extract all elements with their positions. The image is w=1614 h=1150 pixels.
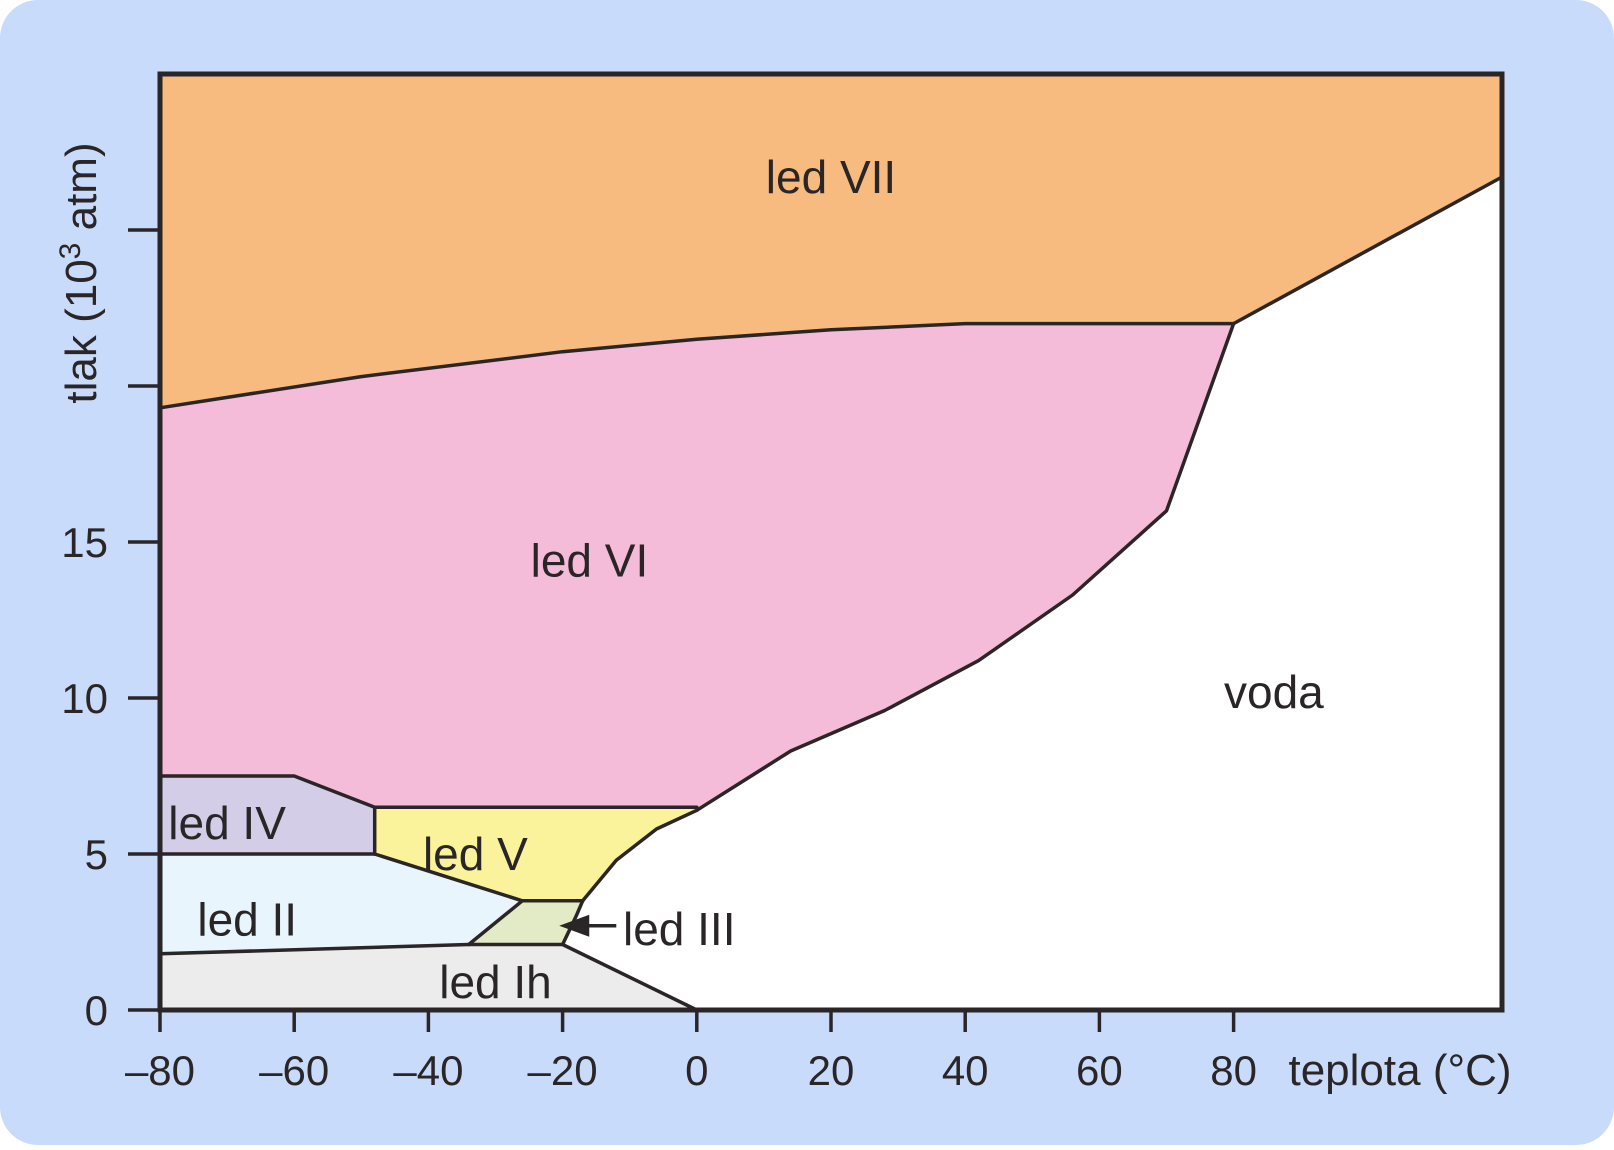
y-axis-title-suffix: atm) — [57, 142, 106, 242]
boundary-ice-VI-melt — [695, 321, 1236, 813]
boundary-ice-V-melt — [580, 808, 699, 903]
region-fill-led-III — [468, 900, 583, 945]
x-tick-label: –40 — [393, 1047, 463, 1094]
boundary-ice-II-III — [466, 899, 525, 947]
region-label-led-IV: led IV — [168, 797, 286, 849]
x-tick-label: 60 — [1076, 1047, 1123, 1094]
region-fill-led-VII — [160, 74, 1502, 408]
boundary-ice-VI-bottom — [158, 774, 699, 809]
boundary-ice-III-melt — [560, 899, 585, 947]
y-axis-title-superscript: 3 — [54, 243, 87, 260]
phase-region-fills — [160, 74, 1502, 1010]
x-axis-title: teplota (°C) — [1288, 1046, 1511, 1095]
region-fill-led-Ih — [160, 944, 697, 1010]
x-tick-label: –60 — [259, 1047, 329, 1094]
axis-ticks: –80 –60 –40 –20 0 20 40 60 80 0 5 10 15 — [61, 228, 1257, 1094]
x-tick-label: 40 — [942, 1047, 989, 1094]
region-label-led-III: led III — [623, 903, 736, 955]
region-fill-led-VI — [160, 323, 1234, 811]
callout-arrow-head — [559, 914, 590, 937]
region-fill-led-V — [374, 807, 697, 901]
region-label-led-Ih: led Ih — [439, 956, 552, 1008]
phase-boundary-lines — [158, 175, 1504, 1012]
y-axis-title-prefix: tlak (10 — [57, 259, 106, 403]
x-tick-label: 20 — [808, 1047, 855, 1094]
region-label-led-VII: led VII — [766, 151, 896, 203]
y-axis-title: tlak (103 atm) — [54, 142, 106, 403]
y-tick-label: 5 — [85, 831, 108, 878]
region-label-led-V: led V — [423, 828, 528, 880]
region-label-led-II: led II — [197, 894, 297, 946]
y-tick-label: 15 — [61, 519, 108, 566]
x-tick-label: 0 — [685, 1047, 708, 1094]
boundary-ice-VII — [158, 175, 1504, 410]
region-label-led-VI: led VI — [531, 535, 649, 587]
x-tick-label: –20 — [528, 1047, 598, 1094]
y-tick-label: 0 — [85, 987, 108, 1034]
region-fill-led-IV — [160, 776, 375, 854]
boundary-ice-Ih-top — [158, 942, 699, 1012]
x-tick-label: 80 — [1210, 1047, 1257, 1094]
region-label-voda: voda — [1224, 666, 1324, 718]
region-fill-led-II — [160, 854, 523, 954]
y-tick-label: 10 — [61, 675, 108, 722]
region-labels: led VII led VI led IV led V led II led Ih voda… — [168, 151, 1324, 1008]
x-tick-label: –80 — [125, 1047, 195, 1094]
